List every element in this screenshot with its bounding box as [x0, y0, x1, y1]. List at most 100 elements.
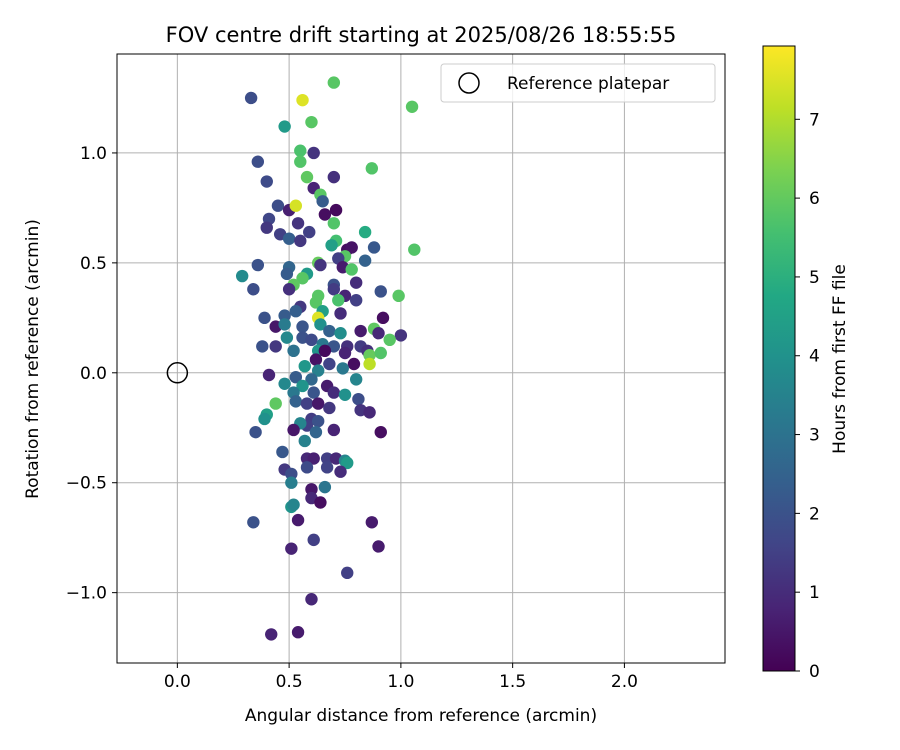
- y-tick-label: 0.5: [80, 254, 107, 274]
- y-tick-label: −0.5: [66, 474, 107, 494]
- data-point: [318, 344, 332, 358]
- data-point: [256, 340, 269, 353]
- data-point: [327, 283, 341, 296]
- data-point: [280, 267, 294, 281]
- data-point: [262, 368, 276, 382]
- legend-reference-marker: [458, 72, 480, 94]
- data-point: [307, 146, 320, 160]
- data-point: [349, 276, 363, 289]
- data-point: [269, 340, 282, 353]
- data-point: [296, 93, 309, 107]
- data-points: [235, 76, 421, 641]
- data-point: [291, 217, 305, 230]
- y-axis-ticks: −1.0 −0.5 0.0 0.5 1.0: [66, 144, 117, 604]
- data-point: [341, 566, 354, 580]
- x-tick-label: 0.5: [276, 672, 303, 692]
- data-point: [318, 208, 332, 221]
- data-point: [278, 309, 291, 322]
- data-point: [372, 327, 385, 340]
- grid: [117, 54, 725, 663]
- data-point: [325, 239, 338, 252]
- data-point: [251, 258, 265, 272]
- legend-box: [440, 63, 716, 103]
- data-point: [289, 370, 303, 384]
- data-point: [358, 254, 372, 267]
- data-point: [294, 144, 307, 157]
- legend-entry-reference-platepar: Reference platepar: [507, 74, 669, 94]
- plot-frame: [116, 53, 726, 664]
- data-point: [278, 120, 291, 133]
- data-point: [327, 217, 341, 230]
- data-point: [291, 513, 305, 527]
- data-point: [287, 423, 300, 437]
- data-point: [258, 412, 271, 426]
- data-point: [247, 516, 260, 529]
- data-point: [287, 498, 300, 511]
- data-point: [300, 461, 314, 474]
- data-point: [251, 155, 265, 168]
- data-point: [327, 423, 341, 437]
- data-point: [296, 272, 309, 285]
- chart-title: FOV centre drift starting at 2025/08/26 …: [166, 23, 677, 47]
- reference-platepar-marker: [166, 362, 189, 384]
- data-point: [365, 162, 379, 175]
- data-point: [405, 100, 419, 113]
- data-point: [352, 392, 365, 406]
- data-point: [305, 115, 318, 129]
- x-tick-label: 2.0: [611, 672, 638, 692]
- data-point: [296, 320, 309, 333]
- data-point: [365, 516, 379, 529]
- data-point: [394, 329, 408, 342]
- data-point: [332, 294, 345, 307]
- data-point: [296, 379, 309, 393]
- data-point: [336, 362, 349, 375]
- y-tick-label: 0.0: [80, 364, 107, 384]
- x-axis-label: Angular distance from reference (arcmin): [245, 706, 597, 726]
- data-point: [334, 307, 347, 320]
- data-point: [309, 296, 323, 309]
- data-point: [327, 170, 341, 184]
- data-point: [314, 258, 327, 272]
- data-point: [265, 628, 278, 641]
- data-point: [305, 483, 318, 496]
- data-point: [300, 397, 314, 410]
- data-point: [303, 225, 316, 239]
- colorbar-tick-label: 0: [809, 662, 820, 682]
- data-point: [383, 333, 396, 347]
- data-point: [285, 467, 298, 481]
- data-point: [285, 476, 298, 489]
- data-point: [289, 305, 303, 318]
- reference-marker-group: [166, 362, 189, 384]
- data-point: [260, 221, 273, 234]
- colorbar-tick-label: 4: [809, 347, 820, 367]
- data-point: [305, 373, 318, 386]
- data-point: [235, 269, 249, 283]
- data-point: [376, 311, 390, 325]
- colorbar-ticks: 0 1 2 3 4 5 6 7: [795, 110, 820, 682]
- data-point: [334, 327, 347, 340]
- data-point: [285, 542, 298, 555]
- data-point: [345, 241, 358, 254]
- data-point: [311, 414, 325, 428]
- data-point: [323, 401, 336, 415]
- colorbar: [762, 45, 796, 672]
- data-point: [271, 199, 285, 212]
- data-point: [247, 283, 260, 296]
- x-tick-label: 0.0: [164, 672, 191, 692]
- data-point: [309, 353, 323, 366]
- y-axis-label: Rotation from reference (arcmin): [23, 219, 43, 499]
- data-point: [347, 357, 361, 371]
- data-point: [244, 91, 258, 105]
- data-point: [260, 175, 273, 188]
- data-point: [338, 346, 352, 360]
- colorbar-label: Hours from first FF file: [830, 264, 850, 454]
- colorbar-tick-label: 3: [809, 426, 820, 446]
- colorbar-tick-label: 2: [809, 504, 820, 524]
- data-point: [363, 349, 376, 362]
- data-point: [372, 540, 385, 553]
- x-axis-ticks: 0.0 0.5 1.0 1.5 2.0: [164, 663, 638, 692]
- data-point: [280, 331, 294, 344]
- data-point: [289, 199, 303, 212]
- data-point: [349, 294, 363, 307]
